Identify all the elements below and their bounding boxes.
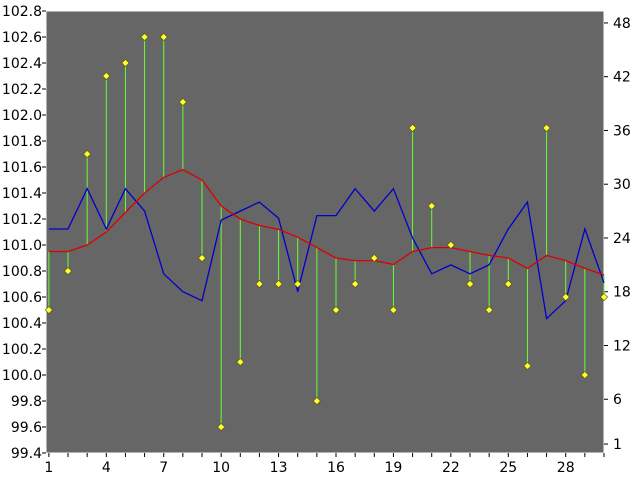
data-point-marker <box>178 97 187 107</box>
data-point-marker <box>542 123 551 133</box>
left-axis-tick-label: 100.4 <box>2 316 42 332</box>
x-axis-tick-label: 10 <box>212 460 230 476</box>
data-point-marker <box>83 149 92 159</box>
right-axis-tick-label: 12 <box>613 338 631 354</box>
series-line-moving-average <box>48 168 605 276</box>
left-axis-tick-label: 102.8 <box>2 4 42 20</box>
data-point-marker <box>159 32 168 42</box>
right-axis-tick-label: 36 <box>613 123 631 139</box>
x-axis-tick-label: 4 <box>102 460 111 476</box>
data-point-marker <box>389 305 398 315</box>
data-point-marker <box>293 279 302 289</box>
left-axis-tick-label: 101.0 <box>2 238 42 254</box>
left-axis-tick-label: 100.6 <box>2 290 42 306</box>
data-point-marker <box>197 253 207 263</box>
data-point-marker <box>102 71 111 81</box>
data-point-marker <box>485 305 494 315</box>
right-axis: 1 6 12 18 24 30 36 42 48 <box>604 16 631 453</box>
right-axis-tick-label: 1 <box>613 437 622 453</box>
data-point-marker <box>255 279 264 289</box>
left-axis-tick-label: 102.0 <box>2 108 42 124</box>
data-point-marker <box>274 279 283 289</box>
x-axis-tick-label: 28 <box>557 460 575 476</box>
data-point-marker <box>561 292 570 302</box>
data-point-marker <box>370 253 379 263</box>
data-point-marker <box>236 357 245 367</box>
right-axis-tick-label: 48 <box>613 16 631 32</box>
x-axis-tick-label: 1 <box>44 460 53 476</box>
data-point-marker <box>427 201 436 211</box>
data-point-marker <box>63 266 73 276</box>
left-axis-tick-label: 102.2 <box>2 82 42 98</box>
left-axis-tick-label: 101.6 <box>2 160 42 176</box>
left-axis-tick-label: 102.4 <box>2 56 42 72</box>
data-point-marker <box>351 279 360 289</box>
left-axis-tick-label: 99.8 <box>11 394 42 410</box>
x-axis-tick-label: 22 <box>442 460 460 476</box>
data-point-marker <box>140 32 149 42</box>
left-axis-tick-label: 102.6 <box>2 30 42 46</box>
data-point-marker <box>312 396 321 406</box>
right-axis-tick-label: 18 <box>613 285 631 301</box>
x-axis-tick-label: 7 <box>159 460 168 476</box>
right-axis-tick-label: 42 <box>613 70 631 86</box>
left-axis-tick-label: 100.2 <box>2 342 42 358</box>
data-point-marker <box>446 240 455 250</box>
left-axis-tick-label: 99.6 <box>11 420 42 436</box>
x-axis-tick-label: 16 <box>327 460 345 476</box>
series-line-right-axis <box>48 187 605 320</box>
left-axis: 99.4 99.6 99.8 100.0 100.2 100.4 100.6 100.8 101… <box>2 4 46 462</box>
x-axis-tick-label: 19 <box>385 460 403 476</box>
plot-area <box>45 10 605 454</box>
left-axis-tick-label: 100.8 <box>2 264 42 280</box>
data-point-marker <box>44 305 53 315</box>
data-point-marker <box>465 279 475 289</box>
data-point-marker <box>523 361 532 370</box>
left-axis-tick-label: 101.2 <box>2 212 42 228</box>
data-point-marker <box>217 422 226 432</box>
series-layer <box>44 32 609 432</box>
left-axis-tick-label: 100.0 <box>2 368 42 384</box>
x-axis-tick-label: 13 <box>270 460 288 476</box>
left-axis-tick-label: 101.4 <box>2 186 42 202</box>
data-point-marker <box>331 305 341 315</box>
right-axis-tick-label: 24 <box>613 231 631 247</box>
data-point-marker <box>504 279 513 289</box>
data-point-marker <box>408 123 417 133</box>
x-axis: 1 4 7 10 13 16 19 22 25 28 <box>44 453 605 476</box>
left-axis-tick-label: 99.4 <box>11 446 42 462</box>
data-point-marker <box>580 370 589 380</box>
right-axis-tick-label: 6 <box>613 392 622 408</box>
x-axis-tick-label: 25 <box>499 460 517 476</box>
data-point-marker <box>121 58 130 68</box>
left-axis-tick-label: 101.8 <box>2 134 42 150</box>
data-point-marker <box>599 292 609 302</box>
right-axis-tick-label: 30 <box>613 177 631 193</box>
